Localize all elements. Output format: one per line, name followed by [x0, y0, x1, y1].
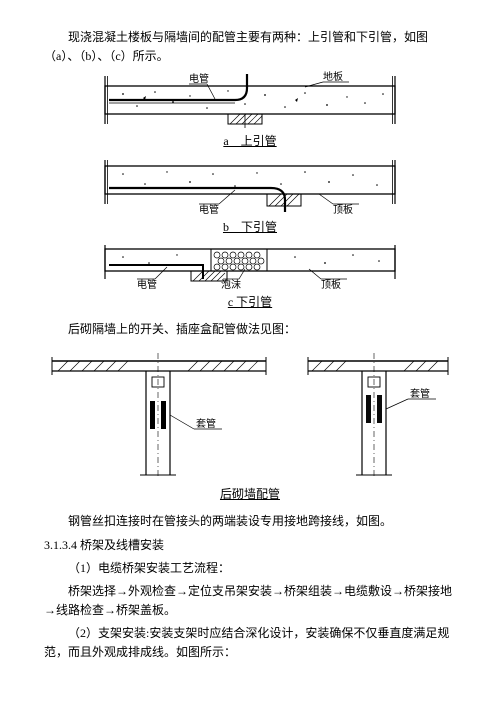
figD-right-label: 套管: [410, 387, 430, 400]
intro-paragraph: 现浇混凝土楼板与隔墙间的配管主要有两种：上引管和下引管，如图（a）、（b）、（c…: [44, 28, 456, 66]
figure-a-svg: 电管 地板: [95, 70, 405, 130]
figC-label-pipe: 电管: [137, 278, 157, 291]
figB-label-slab: 顶板: [333, 203, 353, 216]
item-2: （2）支架安装:安装支架时应结合深化设计，安装确保不仅垂直度满足规范，而且外观成…: [44, 624, 456, 662]
figure-c-caption: c 下引管: [44, 293, 456, 312]
figure-d-caption: 后砌墙配管: [44, 485, 456, 504]
figure-b-svg: 电管 顶板: [95, 160, 405, 216]
figure-c-svg: 电管 泡沫 顶板: [95, 245, 405, 291]
figA-label-pipe: 电管: [189, 72, 209, 85]
figure-a-wrap: 电管 地板: [44, 70, 456, 130]
figC-label-slab: 顶板: [321, 278, 341, 291]
para-ground-jumper: 钢管丝扣连接时在管接头的两端装设专用接地跨接线，如图。: [44, 512, 456, 531]
figure-c-wrap: 电管 泡沫 顶板: [44, 245, 456, 291]
figure-b-wrap: 电管 顶板: [44, 160, 456, 216]
figA-label-slab: 地板: [323, 70, 343, 83]
section-3134: 3.1.3.4 桥架及线槽安装: [44, 536, 456, 555]
para-switchbox: 后砌隔墙上的开关、插座盒配管做法见图：: [44, 320, 456, 339]
flow-line: 桥架选择→外观检查→定位支吊架安装→桥架组装→电缆敷设→桥架接地→线路检查→桥架…: [44, 582, 456, 620]
figure-d-svg: 套管 套管: [46, 343, 454, 483]
figure-a-caption: a 上引管: [44, 132, 456, 151]
item-1: （1）电缆桥架安装工艺流程：: [44, 559, 456, 578]
figure-d-wrap: 套管 套管: [44, 343, 456, 483]
figB-label-pipe: 电管: [199, 203, 219, 216]
figD-left-label: 套管: [196, 417, 216, 430]
figC-label-foam: 泡沫: [221, 278, 241, 291]
figure-b-caption: b 下引管: [44, 218, 456, 237]
